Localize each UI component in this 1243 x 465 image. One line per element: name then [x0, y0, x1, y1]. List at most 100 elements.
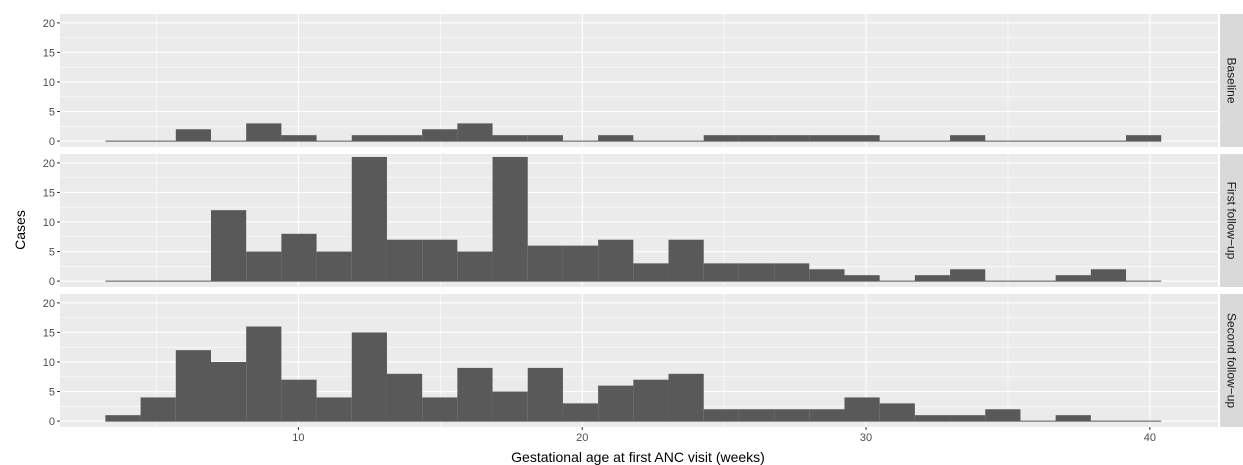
facet-strip — [1220, 14, 1243, 147]
histogram-bar — [422, 239, 458, 282]
histogram-bar — [703, 135, 739, 142]
histogram-bar — [844, 135, 880, 142]
histogram-bar — [1055, 275, 1091, 282]
y-tick-label: 10 — [43, 357, 55, 369]
histogram-bar — [562, 245, 599, 282]
x-tick-label: 40 — [1144, 432, 1156, 444]
facet-strip — [1220, 294, 1243, 427]
x-tick-label: 20 — [576, 432, 588, 444]
histogram-bar — [386, 373, 423, 422]
histogram-bar — [281, 233, 317, 282]
histogram-bar — [246, 251, 282, 282]
y-tick-label: 5 — [49, 247, 55, 259]
histogram-bar — [950, 269, 986, 282]
histogram-bar — [668, 373, 704, 422]
y-tick-label: 0 — [49, 416, 55, 428]
histogram-bar — [175, 129, 211, 142]
histogram-bar — [562, 403, 599, 422]
panel-1: 0 5 10 15 20 Baseline — [43, 14, 1243, 148]
histogram-bar — [422, 129, 458, 142]
facet-strip — [1220, 154, 1243, 287]
histogram-bar — [492, 135, 528, 142]
y-tick-label: 5 — [49, 387, 55, 399]
histogram-bar — [774, 263, 810, 282]
x-tick-label: 30 — [860, 432, 872, 444]
panel-3: 0 5 10 15 20 Second follow−up — [43, 294, 1243, 428]
histogram-bar — [738, 135, 775, 142]
histogram-bar — [844, 275, 880, 282]
histogram-bar — [809, 409, 845, 422]
histogram-bar — [281, 379, 317, 422]
y-tick-label: 0 — [49, 276, 55, 288]
histogram-bar — [316, 397, 352, 422]
histogram-bar — [246, 326, 282, 422]
histogram-bar — [914, 275, 951, 282]
y-tick-label: 20 — [43, 298, 55, 310]
histogram-bar — [809, 269, 845, 282]
x-axis-title: Gestational age at first ANC visit (week… — [511, 449, 765, 465]
histogram-bar — [105, 415, 141, 422]
y-tick-label: 10 — [43, 77, 55, 89]
histogram-bar — [386, 239, 423, 282]
y-tick-label: 20 — [43, 158, 55, 170]
x-tick-label: 10 — [292, 432, 304, 444]
histogram-bar — [457, 251, 493, 282]
facet-strip-label: Baseline — [1225, 57, 1239, 103]
histogram-bar — [914, 415, 951, 422]
y-tick-label: 20 — [43, 18, 55, 30]
histogram-bar — [351, 156, 387, 282]
histogram-bar — [950, 415, 986, 422]
facet-strip-label: First follow−up — [1225, 182, 1239, 260]
histogram-bar — [351, 332, 387, 422]
histogram-bar — [175, 350, 211, 422]
y-tick-label: 15 — [43, 187, 55, 199]
y-tick-label: 15 — [43, 327, 55, 339]
histogram-bar — [492, 391, 528, 422]
histogram-bar — [527, 367, 563, 422]
histogram-bar — [1055, 415, 1091, 422]
histogram-bar — [210, 361, 247, 422]
y-tick-label: 0 — [49, 136, 55, 148]
facet-strip-label: Second follow−up — [1225, 313, 1239, 408]
histogram-bar — [527, 245, 563, 282]
panel-2: 0 5 10 15 20 First follow−up — [43, 154, 1243, 288]
histogram-bar — [1126, 135, 1162, 142]
histogram-bar — [598, 385, 634, 422]
histogram-bar — [668, 239, 704, 282]
histogram-bar — [527, 135, 563, 142]
histogram-bar — [633, 379, 669, 422]
histogram-bar — [738, 409, 775, 422]
histogram-bar — [492, 156, 528, 282]
x-axis: 10 20 30 40 — [292, 427, 1156, 444]
histogram-bar — [1090, 269, 1127, 282]
histogram-bar — [844, 397, 880, 422]
histogram-bar — [598, 135, 634, 142]
histogram-bar — [809, 135, 845, 142]
histogram-bar — [950, 135, 986, 142]
histogram-bar — [703, 409, 739, 422]
histogram-bar — [457, 367, 493, 422]
histogram-bar — [140, 397, 176, 422]
histogram-bar — [281, 135, 317, 142]
y-tick-label: 15 — [43, 47, 55, 59]
histogram-bar — [246, 123, 282, 142]
histogram-bar — [386, 135, 423, 142]
histogram-bar — [738, 263, 775, 282]
histogram-bar — [316, 251, 352, 282]
histogram-bar — [879, 403, 915, 422]
y-tick-label: 10 — [43, 217, 55, 229]
histogram-bar — [985, 409, 1021, 422]
histogram-bar — [633, 263, 669, 282]
y-axis-title: Cases — [12, 210, 28, 250]
histogram-bar — [774, 135, 810, 142]
panel-background — [60, 14, 1218, 147]
histogram-bar — [351, 135, 387, 142]
histogram-bar — [422, 397, 458, 422]
histogram-bar — [210, 210, 247, 282]
y-tick-label: 5 — [49, 107, 55, 119]
histogram-bar — [703, 263, 739, 282]
histogram-bar — [598, 239, 634, 282]
histogram-bar — [457, 123, 493, 142]
